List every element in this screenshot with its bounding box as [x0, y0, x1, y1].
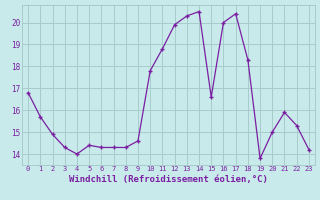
- X-axis label: Windchill (Refroidissement éolien,°C): Windchill (Refroidissement éolien,°C): [69, 175, 268, 184]
